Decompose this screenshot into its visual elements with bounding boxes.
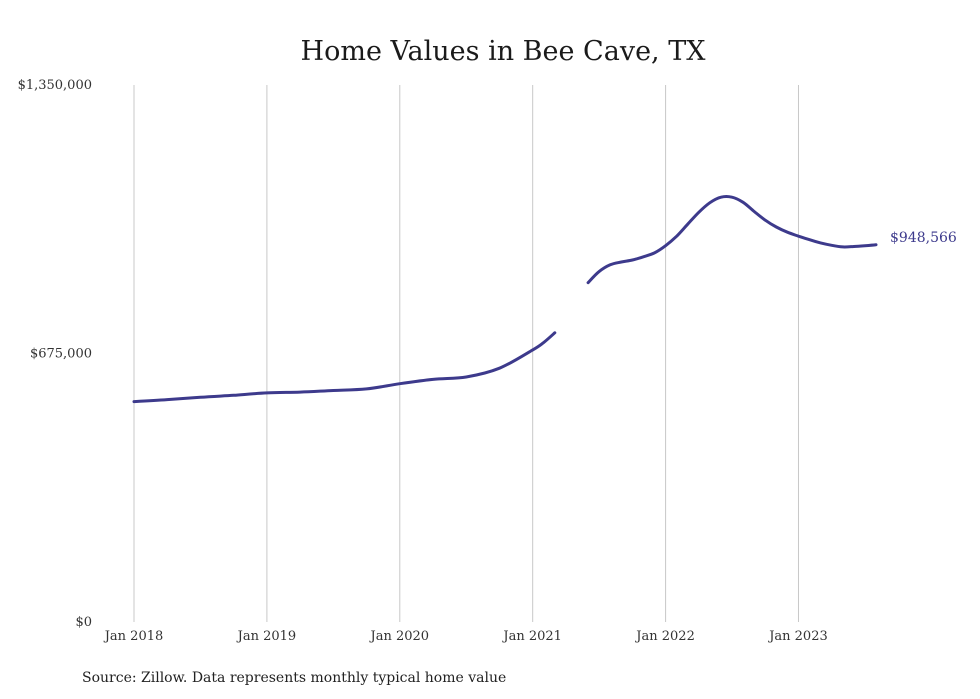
series-line-segment-0 bbox=[132, 331, 557, 404]
x-tick-label: Jan 2020 bbox=[369, 629, 430, 644]
y-axis: $0 $675,000 $1,350,000 bbox=[18, 78, 92, 630]
y-tick-label: $1,350,000 bbox=[18, 78, 92, 93]
x-tick-label: Jan 2021 bbox=[501, 629, 562, 644]
end-value-label: $948,566 bbox=[890, 230, 957, 246]
x-tick-label: Jan 2018 bbox=[103, 629, 164, 644]
x-tick-label: Jan 2022 bbox=[634, 629, 695, 644]
x-tick-label: Jan 2019 bbox=[236, 629, 297, 644]
y-tick-label: $675,000 bbox=[30, 347, 92, 362]
x-tick-label: Jan 2023 bbox=[767, 629, 828, 644]
x-axis: Jan 2018 Jan 2019 Jan 2020 Jan 2021 Jan 2022… bbox=[103, 629, 828, 644]
source-note: Source: Zillow. Data represents monthly … bbox=[82, 670, 506, 686]
series-home-value bbox=[132, 194, 878, 404]
chart-title: Home Values in Bee Cave, TX bbox=[301, 36, 707, 67]
series-line-segment-1 bbox=[586, 194, 878, 285]
grid-lines bbox=[133, 85, 799, 622]
y-tick-label: $0 bbox=[75, 615, 92, 630]
